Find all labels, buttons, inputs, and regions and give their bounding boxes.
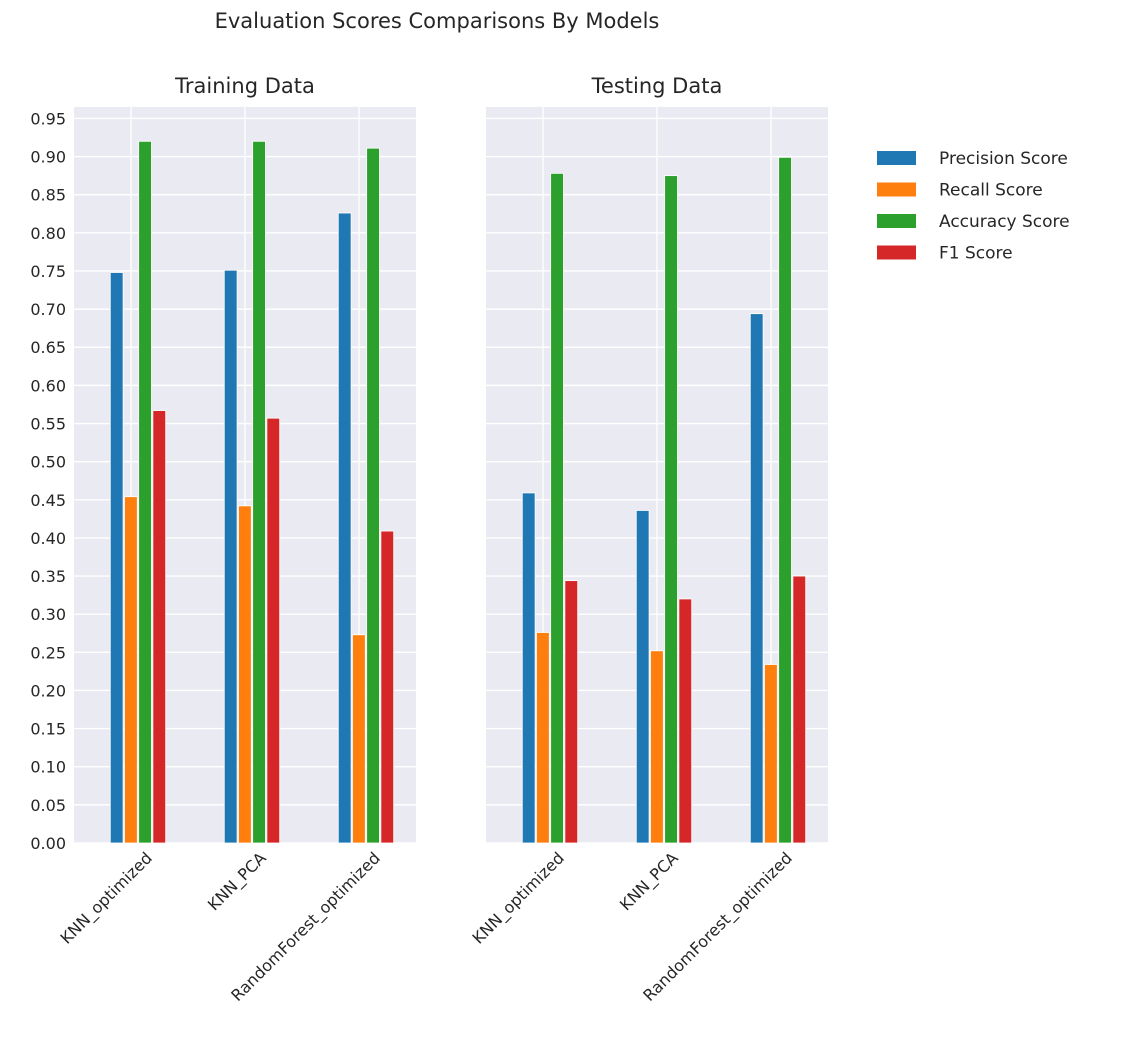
bar-precision-score-randomforest_optimized <box>749 313 764 844</box>
panel-title: Training Data <box>174 74 315 98</box>
y-tick-label: 0.70 <box>30 300 66 319</box>
bar-f1-score-randomforest_optimized <box>380 530 395 844</box>
y-tick-label: 0.85 <box>30 186 66 205</box>
x-tick-label: KNN_PCA <box>204 848 271 915</box>
y-tick-label: 0.05 <box>30 796 66 815</box>
bar-recall-score-knn_pca <box>650 650 664 844</box>
y-tick-label: 0.75 <box>30 262 66 281</box>
legend-label: F1 Score <box>939 244 1013 264</box>
bar-recall-score-knn_optimized <box>124 496 138 844</box>
x-tick-label: KNN_optimized <box>468 848 568 948</box>
y-tick-label: 0.20 <box>30 681 66 700</box>
y-tick-label: 0.90 <box>30 148 66 167</box>
legend-swatch-f1-score <box>877 245 916 260</box>
y-tick-label: 0.80 <box>30 224 66 243</box>
bar-recall-score-randomforest_optimized <box>352 634 366 844</box>
bar-recall-score-knn_pca <box>238 505 252 844</box>
y-tick-label: 0.15 <box>30 720 66 739</box>
chart-title: Evaluation Scores Comparisons By Models <box>215 9 660 33</box>
bar-f1-score-knn_optimized <box>564 580 579 844</box>
bar-f1-score-knn_pca <box>678 598 693 844</box>
bar-accuracy-score-knn_optimized <box>138 140 152 844</box>
legend-swatch-accuracy-score <box>877 214 916 228</box>
legend-swatch-precision-score <box>877 151 916 165</box>
bar-precision-score-knn_pca <box>635 510 650 844</box>
panel-1: Training Data 0.00 0.05 0.10 0.15 0.20 0.25 0.3… <box>30 74 416 1006</box>
bar-accuracy-score-knn_optimized <box>550 172 564 844</box>
y-tick-label: 0.35 <box>30 567 66 586</box>
legend-swatch-recall-score <box>877 182 916 197</box>
legend-label: Recall Score <box>939 181 1043 201</box>
chart-panels: Training Data 0.00 0.05 0.10 0.15 0.20 0.25 0.3… <box>30 74 828 1006</box>
y-tick-label: 0.30 <box>30 605 66 624</box>
bar-f1-score-randomforest_optimized <box>792 575 807 844</box>
bar-accuracy-score-knn_pca <box>252 140 266 844</box>
y-tick-label: 0.55 <box>30 415 66 434</box>
bar-accuracy-score-randomforest_optimized <box>366 147 380 844</box>
legend-label: Precision Score <box>939 149 1068 169</box>
x-tick-label: KNN_PCA <box>616 848 683 915</box>
bar-f1-score-knn_optimized <box>152 410 167 844</box>
bar-precision-score-randomforest_optimized <box>337 212 352 844</box>
bar-recall-score-randomforest_optimized <box>764 664 778 844</box>
y-tick-label: 0.25 <box>30 643 66 662</box>
bar-precision-score-knn_optimized <box>521 492 536 844</box>
y-tick-label: 0.00 <box>30 834 66 853</box>
y-tick-label: 0.45 <box>30 491 66 510</box>
panel-title: Testing Data <box>591 74 723 98</box>
chart-legend: Precision Score Recall Score Accuracy Scor… <box>877 149 1070 264</box>
y-tick-label: 0.50 <box>30 453 66 472</box>
y-tick-label: 0.40 <box>30 529 66 548</box>
bar-accuracy-score-randomforest_optimized <box>778 156 792 844</box>
y-tick-label: 0.95 <box>30 109 66 128</box>
y-tick-label: 0.10 <box>30 758 66 777</box>
x-tick-label: KNN_optimized <box>56 848 156 948</box>
y-tick-label: 0.65 <box>30 338 66 357</box>
bar-f1-score-knn_pca <box>266 417 281 844</box>
bar-recall-score-knn_optimized <box>536 632 550 844</box>
legend-label: Accuracy Score <box>939 212 1070 232</box>
y-tick-label: 0.60 <box>30 376 66 395</box>
bar-precision-score-knn_pca <box>223 269 238 844</box>
bar-precision-score-knn_optimized <box>109 272 124 844</box>
bar-accuracy-score-knn_pca <box>664 175 678 844</box>
